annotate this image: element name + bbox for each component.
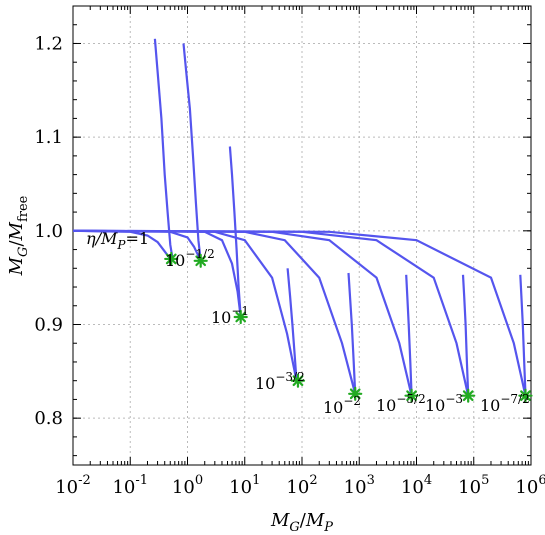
eta-base: 10 [480,396,500,415]
eta-label-2: 10−1 [211,304,249,327]
x-title-part: M [270,510,290,531]
eta-sub: P [116,238,126,252]
series-lower-curve-7 [72,229,527,396]
x-title-sub: P [323,520,333,535]
x-tick-base: 10 [458,477,481,498]
marker-stroke [406,390,417,402]
eta-label-0: η/MP=1 [86,229,149,252]
eta-base: 10 [425,396,445,415]
x-tick-exponent: 2 [309,473,317,488]
y-tick-label: 1.0 [34,221,63,242]
eta-exponent: −3 [445,392,463,406]
eta-label-6: 10−3 [425,392,463,415]
y-title-sub: free [16,195,31,222]
series-upper-curve-6 [461,274,470,396]
eta-exponent: −7/2 [500,392,529,406]
y-tick-label: 0.9 [34,314,63,335]
eta-base: 10 [376,396,396,415]
eta-base: 10 [323,398,343,417]
x-tick-label: 101 [229,473,260,498]
x-tick-label: 10-1 [112,473,148,498]
x-title-part: M [305,510,325,531]
x-tick-base: 10 [286,477,309,498]
eta-prefix: η/M [86,229,118,248]
y-tick-label: 1.2 [34,33,63,54]
endpoint-marker-2 [233,309,248,325]
x-tick-label: 10-2 [55,473,91,498]
eta-label-4: 10−2 [323,394,361,417]
marker-stroke [462,390,474,402]
eta-exponent: −3/2 [275,370,304,384]
x-tick-base: 10 [55,477,78,498]
y-tick-label: 0.8 [34,408,63,429]
x-tick-label: 102 [286,473,317,498]
endpoint-marker-1 [193,253,208,268]
x-tick-exponent: 1 [252,473,260,488]
x-tick-exponent: 6 [538,473,545,488]
x-tick-exponent: -2 [78,473,91,488]
eta-label-1: 10−1/2 [165,247,215,270]
series-upper-curve-5 [405,274,413,396]
x-axis-title: MG/MP [270,510,333,535]
endpoint-marker-4 [348,386,363,401]
endpoint-marker-0 [164,251,179,267]
x-tick-label: 103 [344,473,375,498]
eta-exponent: −1/2 [185,247,214,261]
series-upper-curve-7 [519,274,527,396]
x-tick-exponent: 0 [195,473,203,488]
x-tick-label: 100 [172,473,203,498]
y-title-part: M [6,221,27,241]
endpoint-marker-3 [290,373,306,388]
eta-label-7: 10−7/2 [480,392,530,415]
x-title-sep: / [300,510,307,531]
eta-exponent: −1 [231,304,249,318]
x-tick-base: 10 [401,477,424,498]
endpoint-marker-7 [518,388,533,403]
x-tick-exponent: 3 [367,473,375,488]
x-title-sub: G [289,520,299,535]
x-tick-exponent: 5 [481,473,489,488]
eta-suffix: =1 [125,229,149,248]
eta-label-3: 10−3/2 [255,370,305,393]
x-tick-base: 10 [172,477,195,498]
marker-stroke [165,253,177,265]
x-tick-exponent: -1 [135,473,148,488]
x-tick-label: 104 [401,473,432,498]
marker-stroke [235,311,247,323]
marker-stroke [520,390,531,402]
endpoint-marker-6 [461,388,476,403]
y-title-sep: / [6,240,27,247]
y-title-part: M [6,256,27,276]
eta-base: 10 [165,251,185,270]
x-tick-base: 10 [515,477,538,498]
eta-exponent: −2 [343,394,361,408]
x-tick-label: 105 [458,473,489,498]
x-tick-base: 10 [344,477,367,498]
endpoint-marker-5 [404,388,419,403]
eta-label-5: 10−5/2 [376,392,426,415]
y-title-sub: G [16,247,31,257]
x-tick-label: 106 [515,473,545,498]
series-upper-curve-0 [153,38,174,260]
eta-exponent: −5/2 [396,392,425,406]
eta-base: 10 [211,308,231,327]
series-upper-curve-1 [182,43,202,261]
y-tick-label: 1.1 [34,127,63,148]
x-tick-exponent: 4 [424,473,432,488]
x-tick-base: 10 [112,477,135,498]
y-axis-title: MG/Mfree [6,195,31,276]
marker-stroke [195,255,207,267]
eta-base: 10 [255,374,275,393]
series-upper-curve-4 [347,272,357,394]
marker-stroke [349,388,361,400]
marker-stroke [292,375,304,387]
x-tick-base: 10 [229,477,252,498]
series-upper-curve-3 [286,268,298,381]
